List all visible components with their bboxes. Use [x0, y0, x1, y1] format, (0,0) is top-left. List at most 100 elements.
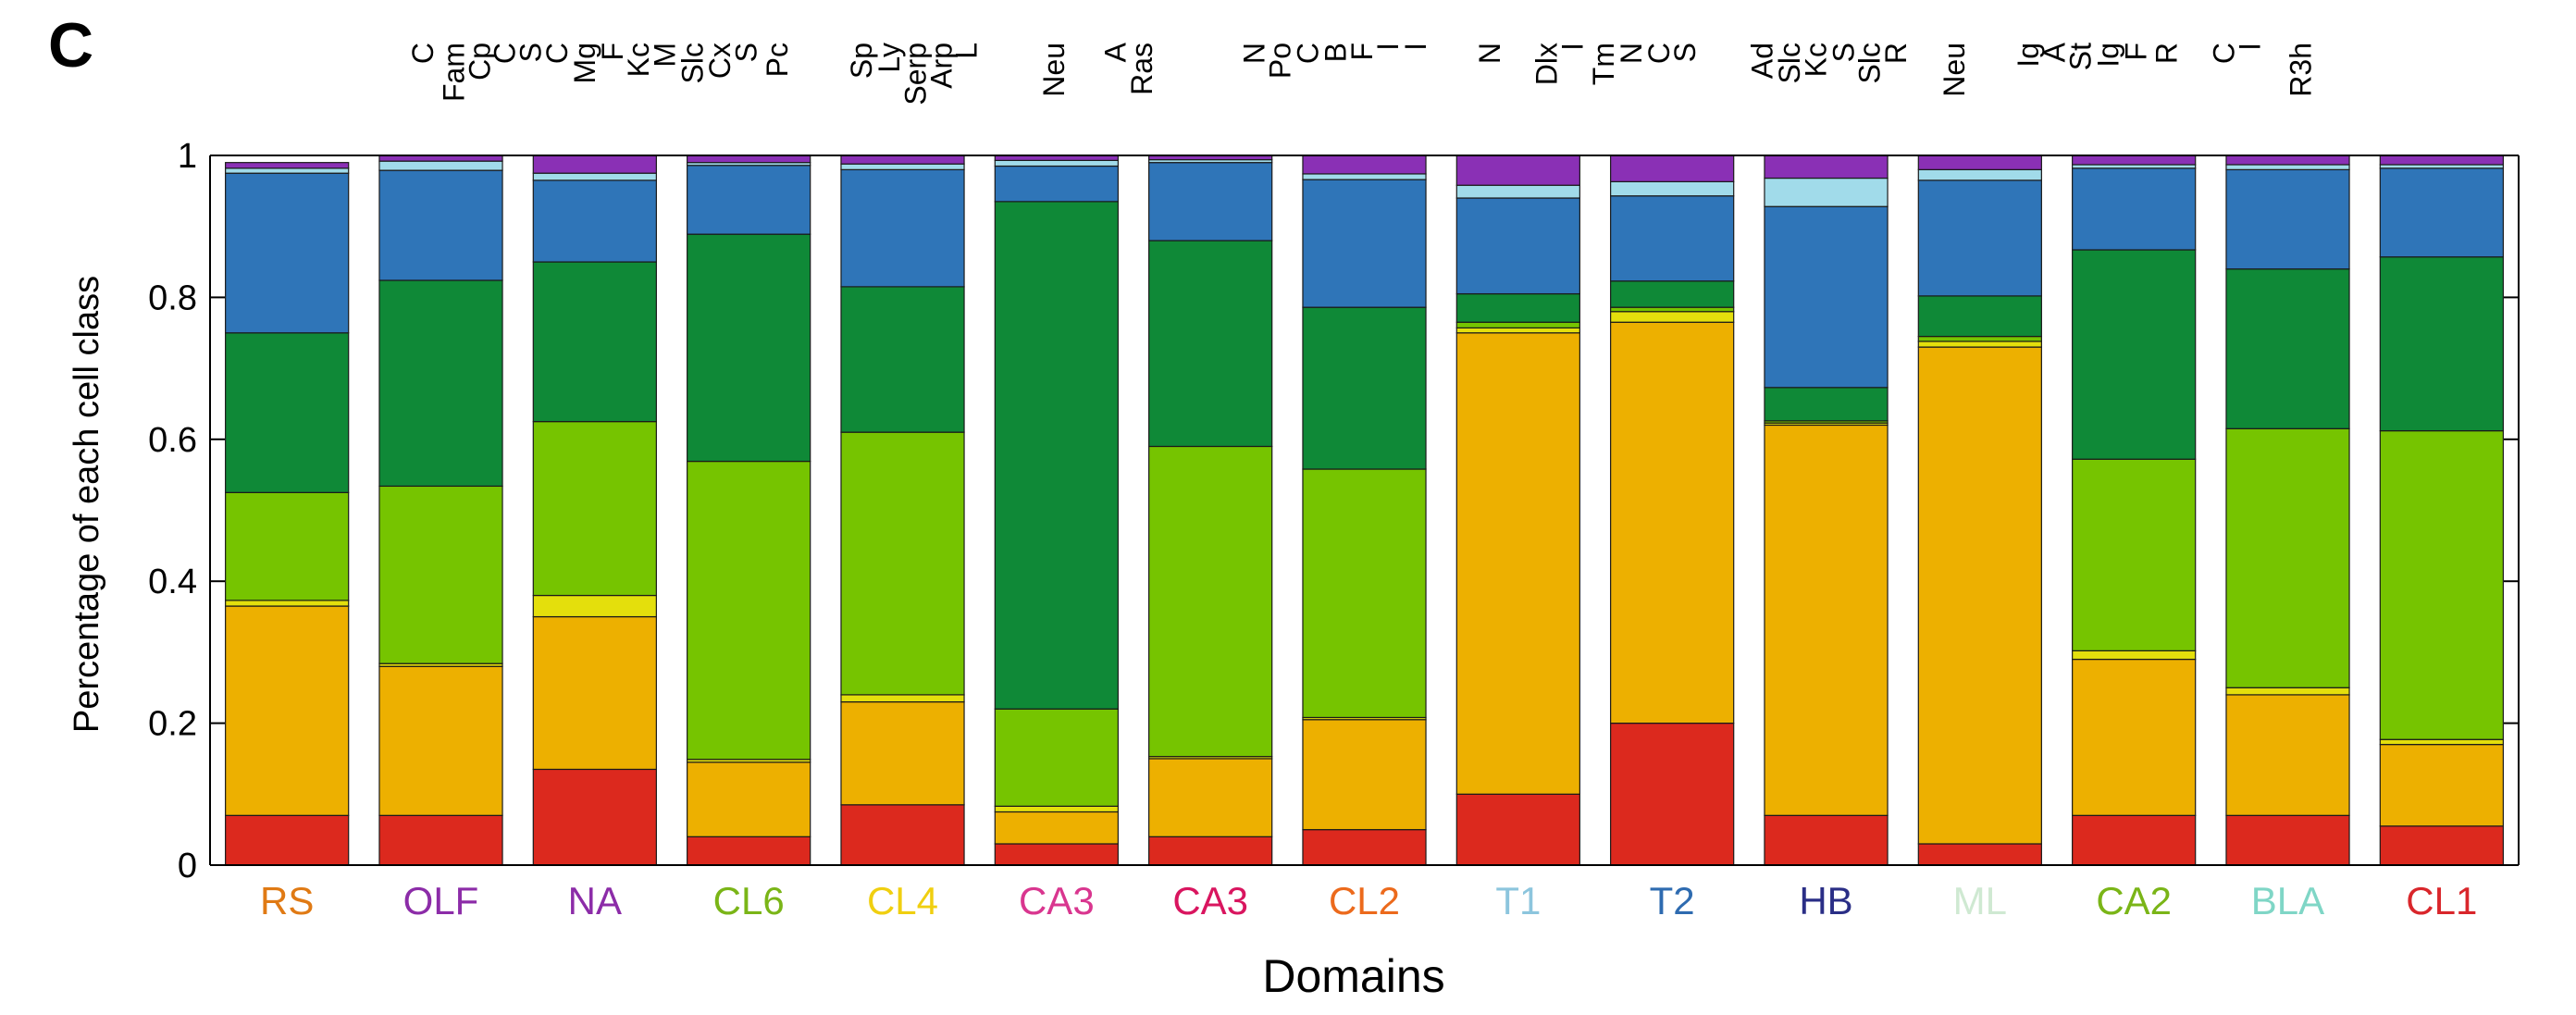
bar-segment-class8: [1764, 155, 1889, 179]
top-label: C: [406, 43, 440, 64]
x-axis-label: Domains: [1262, 950, 1444, 1002]
bar-segment-class3: [2072, 650, 2197, 661]
top-label: S: [1668, 43, 1702, 62]
top-label: C: [488, 43, 521, 64]
bar-stack-3: [532, 155, 657, 866]
top-label: I: [1399, 43, 1432, 51]
bar-segment-class7: [1455, 184, 1580, 199]
bar-segment-class2: [532, 615, 657, 771]
top-label: Ig: [2012, 43, 2045, 68]
y-tick-label: 0.2: [148, 705, 197, 744]
bar-segment-class4: [2072, 458, 2197, 651]
bar-segment-class8: [532, 155, 657, 174]
bar-segment-class7: [532, 172, 657, 181]
top-label: Mg: [568, 43, 601, 83]
bar-segment-class5: [687, 233, 811, 463]
bar-segment-class8: [1610, 155, 1735, 182]
bar-stack-1: [225, 162, 350, 866]
x-category-label: RS: [260, 879, 314, 922]
bar-segment-class7: [1302, 173, 1427, 180]
top-label: Slc: [1853, 43, 1887, 83]
bar-segment-class1: [1455, 793, 1580, 866]
bar-stack-11: [1764, 155, 1889, 866]
top-label: F: [596, 43, 629, 61]
top-label: Arp: [925, 43, 959, 89]
bar-segment-class4: [1455, 321, 1580, 328]
bar-segment-class2: [2379, 744, 2504, 827]
top-label: R: [1879, 43, 1913, 64]
bar-segment-class8: [2379, 155, 2504, 166]
top-label: St: [2064, 43, 2098, 70]
bar-segment-class3: [2225, 687, 2350, 696]
bar-stack-9: [1455, 155, 1580, 866]
bar-segment-class8: [2072, 155, 2197, 166]
bar-segment-class5: [225, 332, 350, 493]
bar-stack-14: [2225, 155, 2350, 866]
y-tick-label: 0.8: [148, 279, 197, 317]
top-label: Pc: [761, 43, 794, 77]
top-label: Slc: [675, 43, 709, 83]
panel-label: C: [48, 10, 93, 80]
bar-segment-class7: [1764, 177, 1889, 207]
top-label: Ly: [873, 43, 906, 73]
bar-segment-class6: [1455, 197, 1580, 295]
bar-segment-class2: [1764, 424, 1889, 816]
bar-segment-class1: [1148, 836, 1273, 866]
x-category-label: BLA: [2251, 879, 2324, 922]
bar-segment-class1: [840, 804, 965, 866]
bar-segment-class5: [532, 261, 657, 423]
bar-stack-15: [2379, 155, 2504, 866]
bar-segment-class7: [1610, 180, 1735, 197]
bar-segment-class2: [378, 665, 503, 816]
bar-segment-class1: [1302, 829, 1427, 866]
x-category-label: NA: [568, 879, 622, 922]
bar-segment-class6: [378, 169, 503, 281]
bar-segment-class4: [2225, 427, 2350, 688]
bar-segment-class7: [840, 163, 965, 170]
y-tick-label: 0: [178, 847, 197, 885]
y-tick-label: 0.4: [148, 563, 197, 601]
top-label: F: [1345, 43, 1379, 61]
top-label: A: [2037, 42, 2071, 62]
top-label: I: [1371, 43, 1405, 51]
bar-stack-5: [840, 155, 965, 866]
axes: 0 0.2 0.4 0.6 0.8 1: [148, 137, 2520, 885]
bar-segment-class5: [840, 286, 965, 433]
bar-segment-class4: [840, 431, 965, 696]
bar-segment-class5: [2072, 249, 2197, 460]
x-category-label: ML: [1953, 879, 2007, 922]
bar-segment-class4: [225, 491, 350, 601]
top-label: C: [2207, 43, 2240, 64]
bar-segment-class1: [378, 814, 503, 866]
top-label: Cp: [464, 43, 497, 80]
bar-segment-class6: [2379, 167, 2504, 258]
top-label: I: [1556, 43, 1590, 51]
bar-segment-class5: [1917, 295, 2042, 338]
top-label: R3h: [2285, 43, 2318, 97]
bar-segment-class7: [378, 160, 503, 171]
x-category-label: T1: [1495, 879, 1541, 922]
bar-segment-class3: [840, 694, 965, 703]
bar-segment-class8: [687, 155, 811, 164]
bar-segment-class1: [1764, 814, 1889, 866]
bar-segment-class6: [1610, 195, 1735, 282]
bar-segment-class2: [1302, 719, 1427, 831]
top-label: A: [1099, 42, 1133, 62]
x-category-label: T2: [1650, 879, 1695, 922]
bar-segment-class5: [1764, 387, 1889, 422]
top-label: F: [2120, 43, 2153, 61]
top-label: Neu: [1037, 43, 1071, 97]
bar-segment-class6: [1917, 179, 2042, 297]
bar-segment-class4: [994, 708, 1119, 807]
top-label: S: [1827, 43, 1860, 62]
bar-segment-class3: [1610, 311, 1735, 323]
bar-segment-class5: [1302, 306, 1427, 470]
bar-segment-class7: [994, 159, 1119, 167]
x-category-label: OLF: [403, 879, 479, 922]
bar-segment-class4: [378, 485, 503, 664]
bar-segment-class6: [1764, 205, 1889, 389]
top-label: Ad: [1745, 43, 1778, 79]
top-label: Po: [1264, 43, 1297, 79]
bar-segment-class8: [840, 155, 965, 165]
